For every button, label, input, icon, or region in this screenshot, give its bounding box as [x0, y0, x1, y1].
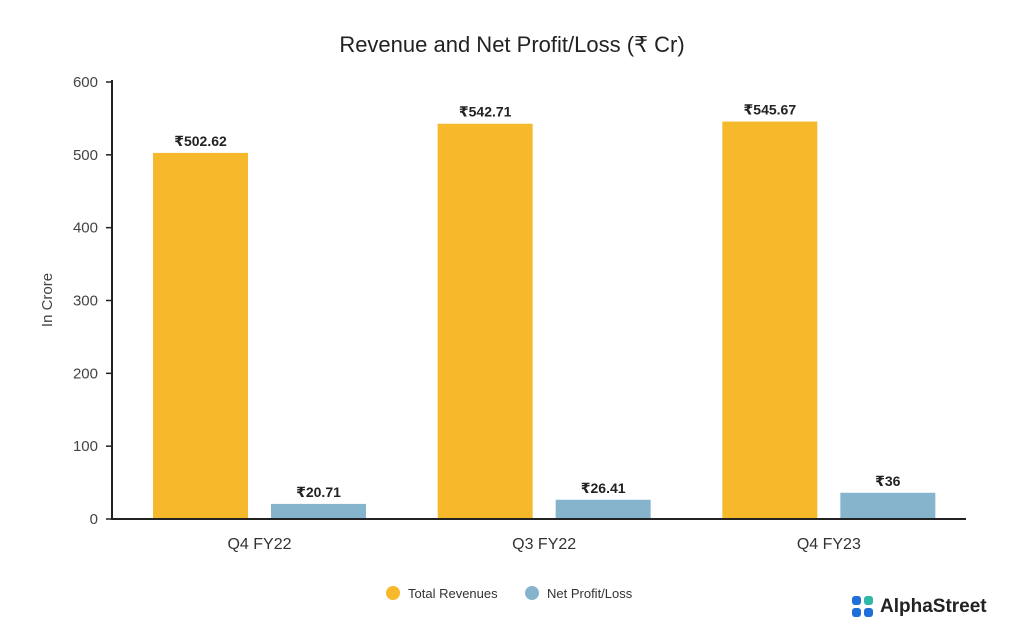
y-tick-label: 600	[73, 74, 98, 91]
bars: ₹502.62 ₹20.71 ₹542.71 ₹26.41 ₹545.67 ₹36	[153, 102, 936, 520]
y-tick-label: 100	[73, 438, 98, 455]
y-tick-label: 300	[73, 293, 98, 310]
bar-net-profit-loss-0	[271, 503, 366, 519]
data-label: ₹502.62	[174, 133, 227, 149]
x-axis-categories: Q4 FY22 Q3 FY22 Q4 FY23	[227, 536, 860, 553]
legend-label: Total Revenues	[408, 586, 498, 601]
legend-label: Net Profit/Loss	[547, 586, 633, 601]
data-label: ₹36	[875, 473, 901, 489]
x-tick-label: Q3 FY22	[512, 536, 576, 553]
bar-total-revenues-0	[153, 152, 248, 519]
logo-piece	[852, 608, 861, 617]
legend-swatch	[525, 586, 539, 600]
bar-total-revenues-2	[722, 121, 818, 520]
data-label: ₹26.41	[581, 480, 626, 496]
brand-logo: AlphaStreet	[852, 596, 987, 617]
data-label: ₹545.67	[744, 102, 797, 118]
bar-total-revenues-1	[437, 123, 533, 519]
data-label: ₹542.71	[459, 104, 512, 120]
y-axis-label: In Crore	[39, 273, 56, 327]
y-tick-label: 0	[90, 511, 98, 528]
brand-name: AlphaStreet	[880, 596, 987, 617]
y-axis-ticks: 0 100 200 300 400 500 600	[73, 74, 112, 528]
legend-swatch	[386, 586, 400, 600]
x-tick-label: Q4 FY22	[227, 536, 291, 553]
bar-net-profit-loss-1	[555, 499, 651, 519]
x-tick-label: Q4 FY23	[797, 536, 861, 553]
data-label: ₹20.71	[296, 484, 341, 500]
y-tick-label: 400	[73, 220, 98, 237]
alphastreet-logo-icon	[852, 596, 873, 617]
y-tick-label: 200	[73, 365, 98, 382]
legend: Total Revenues Net Profit/Loss	[386, 586, 633, 601]
chart-title: Revenue and Net Profit/Loss (₹ Cr)	[339, 32, 684, 57]
logo-piece	[852, 596, 861, 605]
logo-piece	[864, 596, 873, 605]
y-tick-label: 500	[73, 147, 98, 164]
bar-net-profit-loss-2	[840, 492, 936, 519]
logo-piece	[864, 608, 873, 617]
